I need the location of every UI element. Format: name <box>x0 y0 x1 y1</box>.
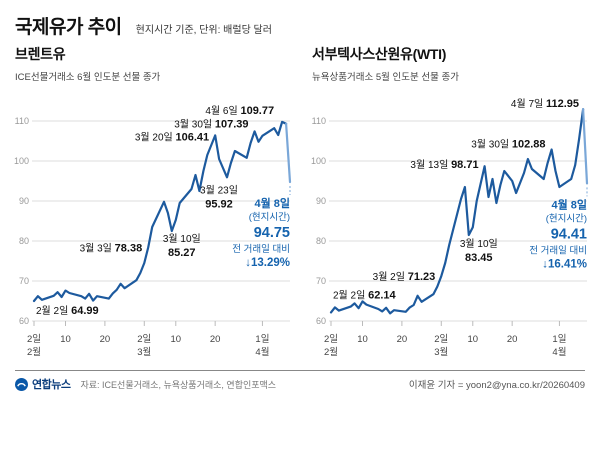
svg-text:94.41: 94.41 <box>551 226 587 242</box>
svg-text:2일: 2일 <box>434 334 448 345</box>
svg-text:10: 10 <box>467 334 478 345</box>
svg-text:20: 20 <box>507 334 518 345</box>
svg-text:70: 70 <box>316 276 326 286</box>
svg-text:3월 30일 107.39: 3월 30일 107.39 <box>174 118 248 130</box>
svg-text:3월 2일 71.23: 3월 2일 71.23 <box>373 271 436 283</box>
svg-text:(현지시간): (현지시간) <box>546 213 587 224</box>
svg-text:2일: 2일 <box>324 334 338 345</box>
wti-panel: 서부텍사스산원유(WTI) 뉴욕상품거래소 5월 인도분 선물 종가 60 70 8… <box>305 44 597 381</box>
svg-text:↓13.29%: ↓13.29% <box>245 257 290 269</box>
svg-text:4월 6일 109.77: 4월 6일 109.77 <box>205 105 274 117</box>
brent-subtitle: ICE선물거래소 6월 인도분 선물 종가 <box>15 72 161 83</box>
footer: 연합뉴스 자료: ICE선물거래소, 뉴욕상품거래소, 연합인포맥스 이재윤 기… <box>15 376 585 392</box>
svg-text:↓16.41%: ↓16.41% <box>542 258 587 270</box>
yonhap-logo-icon <box>15 377 28 391</box>
svg-text:4월 7일 112.95: 4월 7일 112.95 <box>511 98 579 110</box>
reporter-credit: 이재윤 기자 = yoon2@yna.co.kr/20260409 <box>408 380 585 391</box>
svg-text:3월 10일: 3월 10일 <box>163 233 201 245</box>
svg-text:60: 60 <box>316 316 326 326</box>
svg-text:80: 80 <box>19 236 29 246</box>
footer-divider <box>15 370 585 371</box>
footer-left: 연합뉴스 자료: ICE선물거래소, 뉴욕상품거래소, 연합인포맥스 <box>15 376 276 392</box>
brent-title: 브렌트유 <box>15 46 66 62</box>
svg-text:20: 20 <box>100 334 111 345</box>
svg-text:4월: 4월 <box>255 346 269 358</box>
svg-text:60: 60 <box>19 316 29 326</box>
brent-panel: 브렌트유 ICE선물거래소 6월 인도분 선물 종가 60 70 80 90 100 11… <box>8 44 300 381</box>
source-text: 자료: ICE선물거래소, 뉴욕상품거래소, 연합인포맥스 <box>80 379 277 390</box>
svg-text:(현지시간): (현지시간) <box>249 212 290 223</box>
svg-text:90: 90 <box>19 196 29 206</box>
svg-text:3월 10일: 3월 10일 <box>460 238 498 250</box>
svg-text:3월 23일: 3월 23일 <box>200 184 238 196</box>
svg-text:4월 8일: 4월 8일 <box>254 196 290 210</box>
svg-text:10: 10 <box>357 334 368 345</box>
svg-text:83.45: 83.45 <box>465 252 493 264</box>
svg-text:90: 90 <box>316 196 326 206</box>
svg-text:2월 2일 64.99: 2월 2일 64.99 <box>36 305 99 317</box>
svg-text:20: 20 <box>397 334 408 345</box>
svg-text:3월: 3월 <box>137 346 151 358</box>
page-subtitle: 현지시간 기준, 단위: 배럴당 달러 <box>135 25 272 36</box>
wti-title: 서부텍사스산원유(WTI) <box>312 46 447 62</box>
svg-text:110: 110 <box>312 116 326 126</box>
svg-text:10: 10 <box>170 334 181 345</box>
svg-text:3월 13일 98.71: 3월 13일 98.71 <box>410 159 478 171</box>
svg-text:110: 110 <box>15 116 29 126</box>
svg-text:2일: 2일 <box>137 334 151 345</box>
svg-text:2월: 2월 <box>324 346 338 358</box>
wti-subtitle: 뉴욕상품거래소 5월 인도분 선물 종가 <box>312 72 459 83</box>
page-title: 국제유가 추이 <box>15 17 122 38</box>
svg-text:전 거래일 대비: 전 거래일 대비 <box>529 245 587 256</box>
svg-text:2일: 2일 <box>27 334 41 345</box>
svg-text:3월 20일 106.41: 3월 20일 106.41 <box>135 131 209 143</box>
svg-text:100: 100 <box>14 156 29 166</box>
svg-text:10: 10 <box>60 334 71 345</box>
svg-text:85.27: 85.27 <box>168 247 196 259</box>
svg-text:2월 2일 62.14: 2월 2일 62.14 <box>333 289 397 301</box>
svg-text:2월: 2월 <box>27 346 41 358</box>
header: 국제유가 추이 현지시간 기준, 단위: 배럴당 달러 <box>15 12 272 39</box>
svg-text:95.92: 95.92 <box>205 198 233 210</box>
svg-text:4월 8일: 4월 8일 <box>551 197 587 211</box>
svg-text:3월: 3월 <box>434 346 448 358</box>
svg-text:80: 80 <box>316 236 326 246</box>
svg-text:1일: 1일 <box>255 334 269 345</box>
yonhap-logo-text: 연합뉴스 <box>32 379 71 391</box>
svg-text:100: 100 <box>311 156 326 166</box>
svg-text:전 거래일 대비: 전 거래일 대비 <box>232 244 290 255</box>
svg-text:3월 30일 102.88: 3월 30일 102.88 <box>471 138 545 150</box>
svg-text:1일: 1일 <box>552 334 566 345</box>
svg-text:20: 20 <box>210 334 221 345</box>
svg-text:3월 3일 78.38: 3월 3일 78.38 <box>80 242 143 254</box>
svg-text:4월: 4월 <box>552 346 566 358</box>
svg-text:70: 70 <box>19 276 29 286</box>
svg-text:94.75: 94.75 <box>254 225 290 241</box>
